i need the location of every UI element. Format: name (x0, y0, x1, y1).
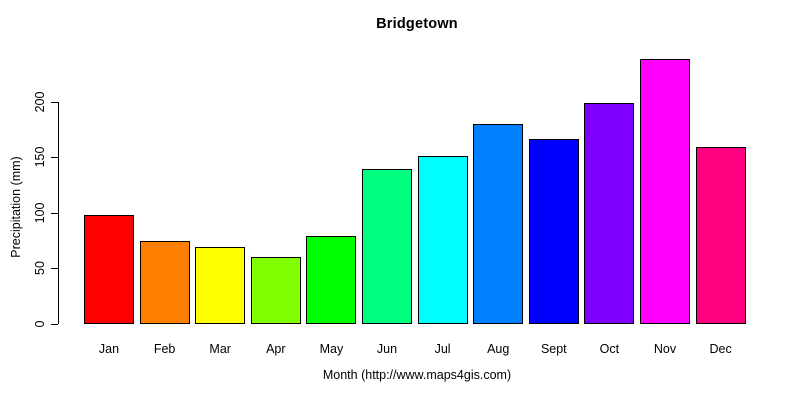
x-tick-label-aug: Aug (487, 342, 510, 356)
y-tick-100 (51, 212, 58, 214)
bar-jul (417, 156, 468, 324)
bar-feb (139, 240, 190, 324)
y-axis-line (58, 101, 60, 324)
y-axis-title-text: Precipitation (mm) (9, 156, 23, 258)
y-tick-label-100: 100 (33, 202, 47, 224)
x-tick-label-oct: Oct (599, 342, 620, 356)
bar-mar (195, 247, 246, 324)
y-tick-label-150: 150 (33, 146, 47, 168)
chart-title: Bridgetown (376, 16, 458, 32)
bar-jun (362, 169, 412, 324)
bar-apr (250, 257, 301, 324)
bar-jan (84, 215, 134, 324)
y-tick-50 (51, 268, 58, 270)
x-tick-label-nov: Nov (653, 342, 677, 356)
x-tick-label-feb: Feb (153, 342, 176, 356)
x-axis-title: Month (http://www.maps4gis.com) (322, 368, 512, 382)
y-tick-label-200: 200 (33, 91, 47, 113)
bar-dec (695, 147, 746, 324)
y-tick-label-0: 0 (33, 320, 47, 328)
bar-aug (473, 123, 524, 324)
y-tick-0 (51, 324, 58, 325)
x-tick-label-sept: Sept (540, 342, 567, 356)
x-tick-label-jun: Jun (376, 342, 398, 356)
y-tick-150 (51, 157, 58, 159)
y-tick-200 (51, 101, 58, 103)
x-tick-label-dec: Dec (709, 342, 732, 356)
bar-oct (584, 102, 635, 324)
bar-sept (528, 139, 579, 324)
bar-nov (640, 59, 690, 324)
y-tick-label-50: 50 (33, 261, 47, 276)
bar-may (306, 236, 357, 324)
x-tick-label-jan: Jan (98, 342, 120, 356)
x-tick-label-mar: Mar (209, 342, 231, 356)
x-tick-label-jul: Jul (434, 342, 451, 356)
x-tick-label-may: May (319, 342, 344, 356)
x-tick-label-apr: Apr (266, 342, 286, 356)
